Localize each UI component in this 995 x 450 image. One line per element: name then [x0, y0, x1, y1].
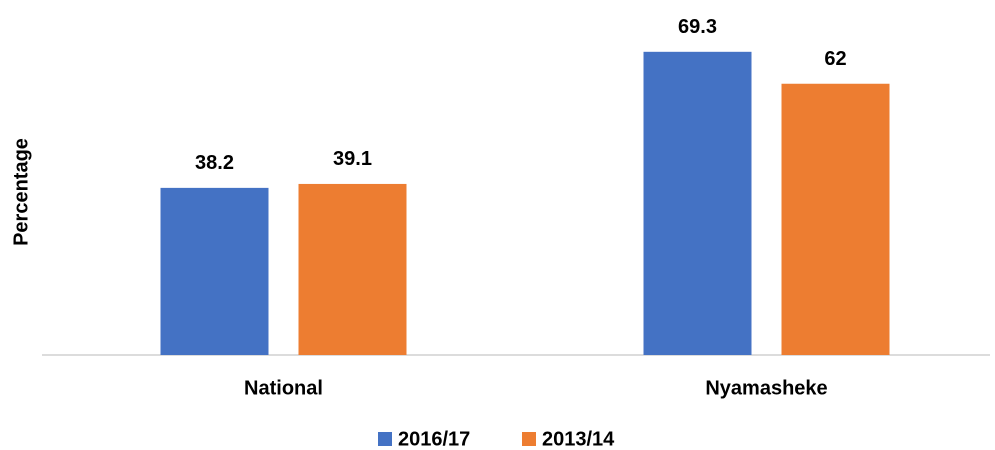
x-tick-label: Nyamasheke: [705, 377, 827, 399]
bar: [781, 83, 890, 355]
data-label: 62: [824, 48, 846, 70]
x-tick-label: National: [244, 377, 323, 399]
legend-swatch: [522, 432, 536, 446]
data-label: 39.1: [333, 148, 372, 170]
bar: [160, 187, 269, 355]
data-label: 69.3: [678, 16, 717, 38]
y-axis-label: Percentage: [10, 138, 32, 246]
data-label: 38.2: [195, 152, 234, 174]
legend-label: 2016/17: [398, 428, 470, 450]
legend-swatch: [378, 432, 392, 446]
legend-label: 2013/14: [542, 428, 615, 450]
bar: [643, 51, 752, 355]
bar: [298, 183, 407, 355]
